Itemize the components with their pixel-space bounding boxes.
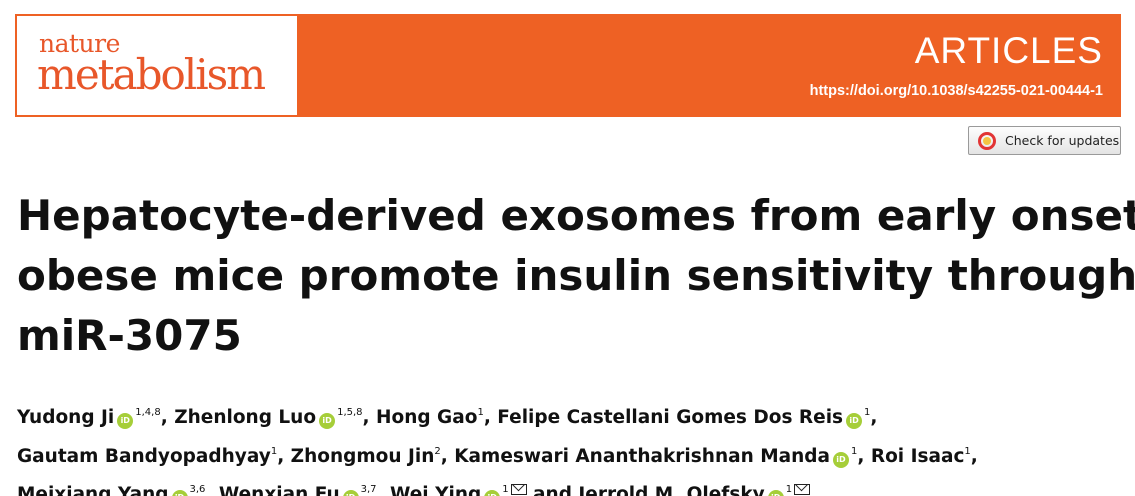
journal-logo[interactable]: nature metabolism [17, 16, 297, 115]
orcid-icon[interactable]: iD [319, 413, 336, 429]
author-name[interactable]: Gautam Bandyopadhyay [17, 445, 271, 467]
affiliation-superscript: 1 [851, 445, 858, 457]
author-separator: , [857, 445, 871, 467]
title-line: obese mice promote insulin sensitivity t… [17, 251, 1135, 300]
affiliation-superscript: 1 [785, 484, 793, 495]
journal-banner: nature metabolism ARTICLES https://doi.o… [15, 14, 1121, 117]
author-name[interactable]: Roi Isaac [870, 445, 965, 467]
author-separator: , [205, 484, 219, 496]
author-name[interactable]: Wei Ying [390, 484, 482, 496]
logo-nature-text: nature [39, 29, 120, 58]
author-line: Gautam Bandyopadhyay1, Zhongmou Jin2, Ka… [17, 435, 1127, 474]
section-label: ARTICLES [914, 30, 1103, 71]
affiliation-superscript: 1,5,8 [337, 407, 363, 418]
orcid-icon[interactable]: iD [484, 490, 501, 496]
author-name[interactable]: Felipe Castellani Gomes Dos Reis [497, 407, 844, 428]
article-title: Hepatocyte-derived exosomes from early o… [17, 186, 1135, 366]
author-separator: , [970, 445, 978, 467]
logo-metabolism-text: metabolism [37, 50, 266, 99]
title-line: Hepatocyte-derived exosomes from early o… [17, 191, 1135, 240]
author-separator: , [376, 484, 390, 496]
affiliation-superscript: 1 [270, 445, 278, 457]
author-name[interactable]: Kameswari Ananthakrishnan Manda [454, 445, 830, 467]
author-separator: , [160, 407, 175, 428]
author-line: Meixiang YangiD3,6, Wenxian FuiD3,7, Wei… [17, 473, 1127, 496]
affiliation-superscript: 3,7 [360, 484, 377, 495]
orcid-icon[interactable]: iD [342, 490, 359, 496]
author-name[interactable]: Hong Gao [376, 407, 478, 428]
orcid-icon[interactable]: iD [767, 490, 784, 496]
affiliation-superscript: 1 [502, 484, 509, 495]
affiliation-superscript: 1 [477, 407, 484, 418]
author-name[interactable]: Meixiang Yang [17, 484, 169, 496]
author-name[interactable]: Jerrold M. Olefsky [578, 484, 765, 496]
email-icon[interactable] [794, 484, 811, 495]
affiliation-superscript: 1,4,8 [135, 407, 161, 418]
author-separator: , [870, 407, 878, 428]
affiliation-superscript: 1 [864, 407, 871, 418]
author-separator: , [483, 407, 498, 428]
title-line: miR-3075 [17, 311, 242, 360]
author-separator: , [440, 445, 455, 467]
orcid-icon[interactable]: iD [117, 413, 134, 429]
author-separator: , [277, 445, 291, 467]
author-name[interactable]: Zhongmou Jin [290, 445, 435, 467]
author-list: Yudong Ji iD1,4,8, Zhenlong Luo iD1,5,8, H… [17, 396, 1127, 496]
orcid-icon[interactable]: iD [846, 413, 863, 429]
affiliation-superscript: 1 [964, 445, 971, 457]
author-separator: and [526, 484, 579, 496]
affiliation-superscript: 3,6 [189, 484, 206, 495]
check-for-updates-label: Check for updates [1005, 133, 1120, 148]
author-name[interactable]: Wenxian Fu [218, 484, 340, 496]
orcid-icon[interactable]: iD [171, 490, 188, 496]
orcid-icon[interactable]: iD [833, 451, 849, 468]
doi-link[interactable]: https://doi.org/10.1038/s42255-021-00444… [809, 83, 1103, 99]
affiliation-superscript: 2 [434, 445, 441, 457]
check-for-updates-button[interactable]: Check for updates [968, 126, 1121, 155]
crossmark-icon [978, 131, 996, 150]
email-icon[interactable] [510, 484, 527, 495]
author-name[interactable]: Yudong Ji [17, 407, 115, 428]
author-name[interactable]: Zhenlong Luo [174, 407, 317, 428]
author-line: Yudong Ji iD1,4,8, Zhenlong Luo iD1,5,8, H… [17, 396, 1127, 435]
author-separator: , [362, 407, 376, 428]
